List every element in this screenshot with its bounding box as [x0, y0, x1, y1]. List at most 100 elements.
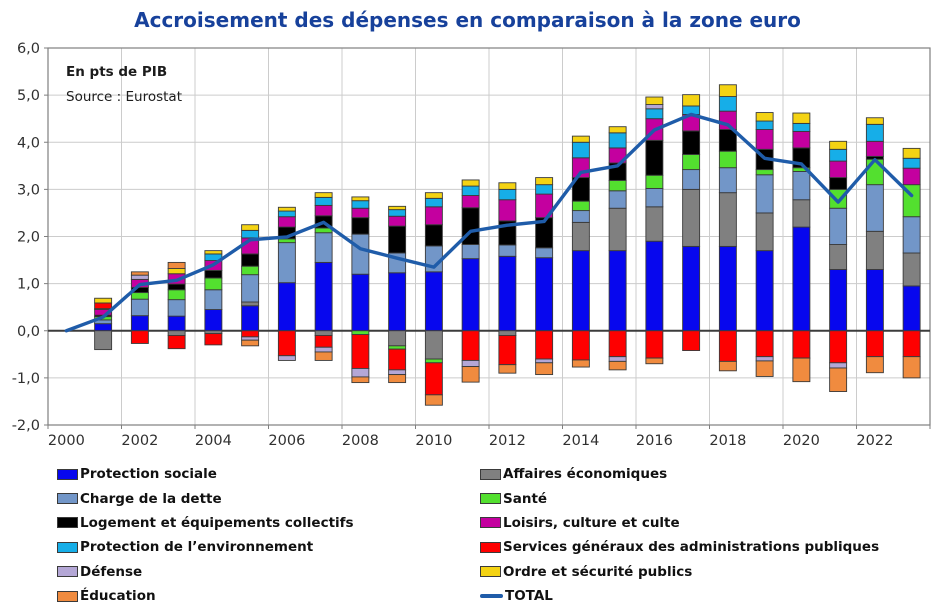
bar-segment-sante-2005 — [241, 265, 260, 276]
bar-segment-education-2020 — [792, 357, 811, 383]
bar-segment-charge-de-la-dette-2016 — [645, 187, 664, 208]
bar-segment-defense-2011 — [461, 359, 480, 368]
legend-color-swatch — [480, 517, 501, 529]
bar-segment-defense-2006 — [277, 355, 296, 361]
bar-segment-protection-environnement-2021 — [829, 148, 848, 162]
bar-segment-logement-equipements-2008 — [351, 217, 370, 235]
bar-segment-affaires-economiques-2023 — [902, 252, 921, 287]
bar-segment-education-2013 — [535, 362, 554, 376]
bar-segment-ordre-securite-2009 — [388, 205, 407, 211]
bar-segment-affaires-economiques-2001 — [94, 330, 113, 351]
bar-segment-ordre-securite-2014 — [571, 135, 590, 143]
legend-item-loisirs-culture-culte: Loisirs, culture et culte — [480, 511, 879, 535]
legend-line-swatch — [480, 594, 503, 598]
legend-item-education: Éducation — [57, 584, 480, 608]
bar-segment-ordre-securite-2015 — [608, 126, 627, 134]
bar-segment-ordre-securite-2005 — [241, 224, 260, 231]
y-tick-label: 1,0 — [17, 277, 40, 293]
bar-segment-protection-environnement-2022 — [865, 123, 884, 142]
bar-segment-sante-2017 — [682, 154, 701, 171]
bar-segment-protection-sociale-2002 — [130, 315, 149, 332]
unit-note: En pts de PIB — [66, 64, 168, 80]
bar-segment-charge-de-la-dette-2015 — [608, 190, 627, 209]
bar-segment-services-generaux-2023 — [902, 330, 921, 358]
bar-segment-logement-equipements-2005 — [241, 253, 260, 267]
bar-segment-protection-sociale-2015 — [608, 250, 627, 332]
bar-segment-education-2007 — [314, 351, 333, 361]
bar-segment-education-2019 — [755, 360, 774, 377]
bar-segment-protection-sociale-2010 — [424, 271, 443, 332]
bar-segment-protection-sociale-2009 — [388, 272, 407, 332]
bar-segment-defense-2002 — [130, 274, 149, 280]
bar-segment-charge-de-la-dette-2004 — [204, 289, 223, 310]
bar-segment-protection-sociale-2023 — [902, 285, 921, 332]
bar-segment-charge-de-la-dette-2005 — [241, 274, 260, 303]
legend-item-ordre-securite: Ordre et sécurité publics — [480, 560, 879, 584]
legend-item-affaires-economiques: Affaires économiques — [480, 462, 879, 486]
bar-segment-services-generaux-2022 — [865, 330, 884, 358]
bar-segment-protection-sociale-2004 — [204, 309, 223, 332]
bar-segment-services-generaux-2007 — [314, 335, 333, 348]
legend-label: Éducation — [80, 588, 156, 605]
legend-label: TOTAL — [505, 588, 553, 605]
x-tick-label: 2016 — [636, 433, 673, 449]
bar-segment-charge-de-la-dette-2020 — [792, 171, 811, 201]
bar-segment-education-2021 — [829, 367, 848, 392]
bar-segment-protection-environnement-2023 — [902, 157, 921, 169]
legend-color-swatch — [57, 541, 78, 553]
legend-item-defense: Défense — [57, 560, 480, 584]
y-tick-label: 2,0 — [17, 230, 40, 246]
bar-segment-ordre-securite-2011 — [461, 179, 480, 187]
legend-color-swatch — [57, 517, 78, 529]
bar-segment-protection-sociale-2013 — [535, 257, 554, 332]
chart-area: 2000 2002 2004 2006 2008 2010 2012 2014 2016 2018… — [12, 41, 931, 449]
bar-segment-charge-de-la-dette-2006 — [277, 242, 296, 284]
bar-segment-services-generaux-2003 — [167, 335, 186, 350]
legend-label: Affaires économiques — [503, 466, 668, 483]
bar-segment-protection-sociale-2003 — [167, 315, 186, 332]
bar-segment-services-generaux-2005 — [241, 330, 260, 338]
bar-segment-protection-sociale-2020 — [792, 226, 811, 332]
bar-segment-services-generaux-2010 — [424, 362, 443, 396]
x-tick-label: 2020 — [783, 433, 820, 449]
y-tick-label: -1,0 — [12, 371, 40, 387]
bar-segment-protection-environnement-2012 — [498, 188, 517, 201]
bar-segment-protection-environnement-2019 — [755, 120, 774, 130]
y-tick-label: 3,0 — [17, 182, 40, 198]
bar-segment-services-generaux-2020 — [792, 330, 811, 359]
x-tick-label: 2022 — [856, 433, 893, 449]
bar-segment-sante-2010 — [424, 358, 443, 364]
bar-segment-charge-de-la-dette-2022 — [865, 184, 884, 232]
bar-segment-charge-de-la-dette-2014 — [571, 210, 590, 223]
bar-segment-education-2015 — [608, 360, 627, 371]
legend-item-total: TOTAL — [480, 584, 879, 608]
bar-segment-sante-2004 — [204, 277, 223, 291]
bar-segment-defense-2009 — [388, 369, 407, 376]
bar-segment-ordre-securite-2007 — [314, 192, 333, 198]
x-tick-label: 2010 — [415, 433, 452, 449]
legend-color-swatch — [480, 493, 501, 505]
bar-segment-charge-de-la-dette-2002 — [130, 298, 149, 317]
legend-item-services-generaux: Services généraux des administrations pu… — [480, 535, 879, 559]
legend-label: Protection de l’environnement — [80, 539, 314, 556]
bar-segment-charge-de-la-dette-2007 — [314, 232, 333, 263]
bar-segment-ordre-securite-2012 — [498, 182, 517, 190]
bar-segment-services-generaux-2014 — [571, 330, 590, 361]
bar-segment-protection-sociale-2018 — [718, 245, 737, 332]
bar-segment-logement-equipements-2021 — [829, 177, 848, 190]
bar-segment-services-generaux-2015 — [608, 330, 627, 358]
bar-segment-loisirs-culture-culte-2011 — [461, 195, 480, 209]
bar-segment-education-2016 — [645, 357, 664, 365]
legend-label: Ordre et sécurité publics — [503, 563, 693, 580]
bar-segment-loisirs-culture-culte-2019 — [755, 129, 774, 150]
bar-segment-protection-sociale-2008 — [351, 273, 370, 332]
bar-segment-defense-2005 — [241, 336, 260, 341]
bar-segment-loisirs-culture-culte-2008 — [351, 207, 370, 219]
bar-segment-protection-sociale-2014 — [571, 250, 590, 332]
bar-segment-services-generaux-2016 — [645, 330, 664, 359]
bar-segment-ordre-securite-2016 — [645, 96, 664, 106]
legend-label: Santé — [503, 490, 548, 507]
bar-segment-charge-de-la-dette-2012 — [498, 244, 517, 257]
bar-segment-affaires-economiques-2005 — [241, 301, 260, 307]
bar-segment-logement-equipements-2010 — [424, 224, 443, 247]
